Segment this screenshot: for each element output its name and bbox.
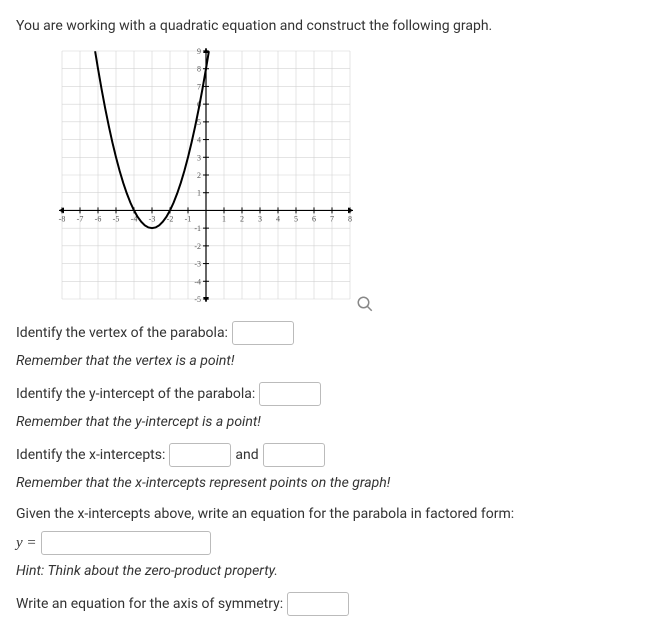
svg-text:3: 3: [258, 214, 262, 223]
yint-input[interactable]: [259, 382, 321, 406]
svg-text:8: 8: [348, 214, 352, 223]
svg-text:-3: -3: [194, 260, 201, 269]
svg-text:2: 2: [240, 214, 244, 223]
intro-text: You are working with a quadratic equatio…: [16, 16, 637, 37]
yint-label: Identify the y-intercept of the parabola…: [16, 386, 255, 402]
magnify-icon[interactable]: [356, 295, 374, 317]
xint-hint: Remember that the x-intercepts represent…: [16, 473, 637, 494]
factored-hint: Hint: Think about the zero-product prope…: [16, 561, 637, 582]
svg-text:9: 9: [197, 47, 201, 56]
factored-label: Given the x-intercepts above, write an e…: [16, 504, 637, 525]
factored-lhs: y =: [16, 535, 37, 552]
svg-text:-4: -4: [194, 277, 201, 286]
vertex-label: Identify the vertex of the parabola:: [16, 325, 228, 341]
vertex-hint: Remember that the vertex is a point!: [16, 351, 637, 372]
svg-text:2: 2: [197, 171, 201, 180]
parabola-graph: -8-7-6-5-4-3-2-112345678-5-4-3-2-1123456…: [56, 45, 356, 305]
xint-joiner: and: [235, 447, 258, 463]
axis-input[interactable]: [287, 592, 349, 616]
factored-input[interactable]: [41, 531, 211, 555]
graph-container: -8-7-6-5-4-3-2-112345678-5-4-3-2-1123456…: [56, 45, 366, 309]
svg-text:5: 5: [294, 214, 298, 223]
svg-text:7: 7: [330, 214, 334, 223]
svg-text:4: 4: [197, 136, 201, 145]
yint-hint: Remember that the y-intercept is a point…: [16, 412, 637, 433]
svg-text:-5: -5: [194, 295, 201, 304]
svg-text:-1: -1: [185, 214, 192, 223]
xint-input-2[interactable]: [263, 443, 325, 467]
svg-text:-6: -6: [95, 214, 102, 223]
svg-text:-3: -3: [149, 214, 156, 223]
svg-text:8: 8: [197, 65, 201, 74]
svg-text:1: 1: [222, 214, 226, 223]
svg-text:-1: -1: [194, 224, 201, 233]
svg-text:7: 7: [197, 82, 201, 91]
xint-input-1[interactable]: [169, 443, 231, 467]
axis-label: Write an equation for the axis of symmet…: [16, 596, 283, 612]
svg-text:6: 6: [312, 214, 316, 223]
xint-label: Identify the x-intercepts:: [16, 447, 165, 463]
svg-text:3: 3: [197, 153, 201, 162]
svg-text:1: 1: [197, 189, 201, 198]
svg-text:-8: -8: [59, 214, 66, 223]
vertex-input[interactable]: [232, 321, 294, 345]
svg-text:-2: -2: [194, 242, 201, 251]
svg-text:-7: -7: [77, 214, 84, 223]
svg-text:-5: -5: [113, 214, 120, 223]
svg-text:4: 4: [276, 214, 280, 223]
